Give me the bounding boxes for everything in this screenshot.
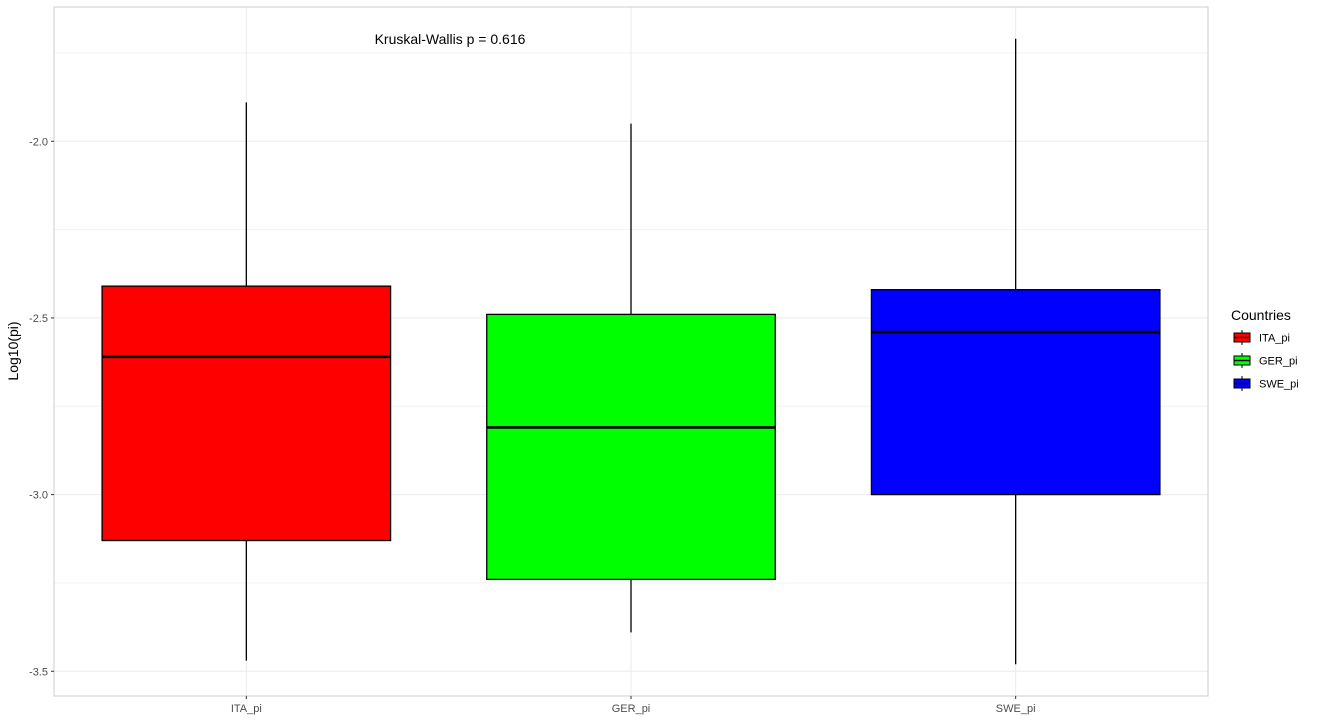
y-tick-label: -2.5 [29,313,48,325]
box-iqr [486,313,776,581]
box-iqr [870,289,1161,496]
legend-label: SWE_pi [1259,379,1299,391]
box-iqr [101,285,392,542]
legend-title: Countries [1231,307,1291,323]
legend-label: GER_pi [1259,356,1298,368]
x-tick-label: ITA_pi [231,703,262,715]
box-ITA_pi [101,102,392,661]
x-tick-label: SWE_pi [996,703,1036,715]
box-GER_pi [486,123,776,633]
box-SWE_pi [870,38,1161,665]
y-axis-title: Log10(pi) [5,321,21,380]
legend: Countries ITA_pi GER_pi SWE_pi [1231,307,1299,391]
legend-item-SWE_pi: SWE_pi [1233,376,1299,391]
y-axis-ticks: -2.0 -2.5 -3.0 -3.5 [29,136,54,678]
legend-label: ITA_pi [1259,333,1290,345]
x-tick-label: GER_pi [612,703,651,715]
legend-item-ITA_pi: ITA_pi [1233,330,1290,345]
legend-item-GER_pi: GER_pi [1233,353,1298,368]
y-tick-label: -3.5 [29,666,48,678]
boxes-layer [101,38,1161,665]
y-tick-label: -2.0 [29,136,48,148]
x-axis-ticks: ITA_pi GER_pi SWE_pi [231,696,1036,715]
kruskal-wallis-annotation: Kruskal-Wallis p = 0.616 [375,31,526,47]
y-tick-label: -3.0 [29,490,48,502]
